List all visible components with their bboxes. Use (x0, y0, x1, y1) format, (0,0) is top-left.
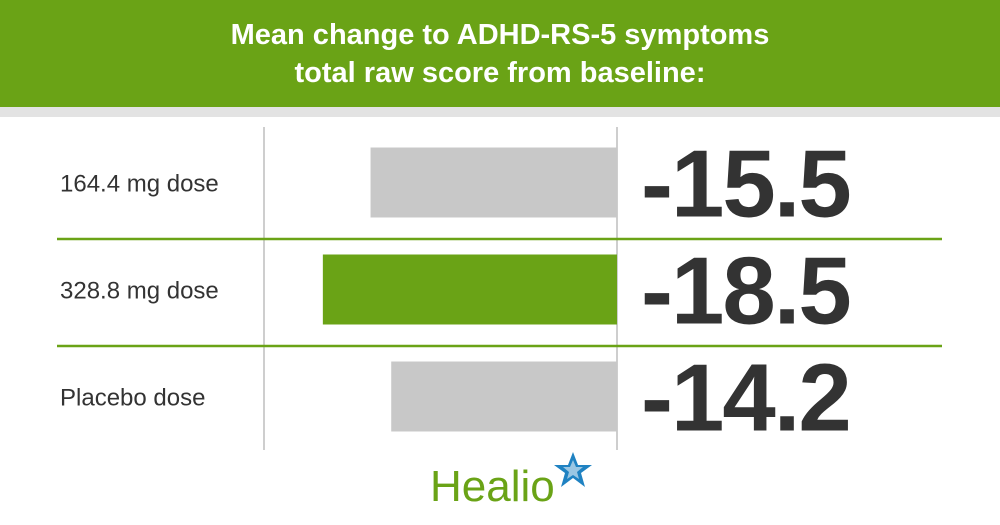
healio-logo: Healio (430, 452, 592, 511)
chart-title: Mean change to ADHD-RS-5 symptoms total … (0, 0, 1000, 107)
bar-chart: 164.4 mg dose -15.5 328.8 mg dose -18.5 Plac… (57, 127, 942, 452)
chart-title-line-1: Mean change to ADHD-RS-5 symptoms (230, 18, 770, 51)
value-label-1: -15.5 (641, 131, 850, 238)
category-label-1: 164.4 mg dose (60, 171, 219, 198)
bar-1 (370, 147, 617, 218)
header-divider (0, 107, 1000, 117)
logo-text: Healio (430, 462, 555, 511)
value-label-3: -14.2 (641, 345, 850, 452)
chart-title-line-2: total raw score from baseline: (294, 56, 706, 89)
bar-3 (391, 361, 617, 432)
bar-2 (322, 254, 617, 325)
star-icon (554, 452, 592, 487)
value-label-2: -18.5 (641, 238, 850, 345)
category-label-3: Placebo dose (60, 385, 205, 412)
category-label-2: 328.8 mg dose (60, 278, 219, 305)
